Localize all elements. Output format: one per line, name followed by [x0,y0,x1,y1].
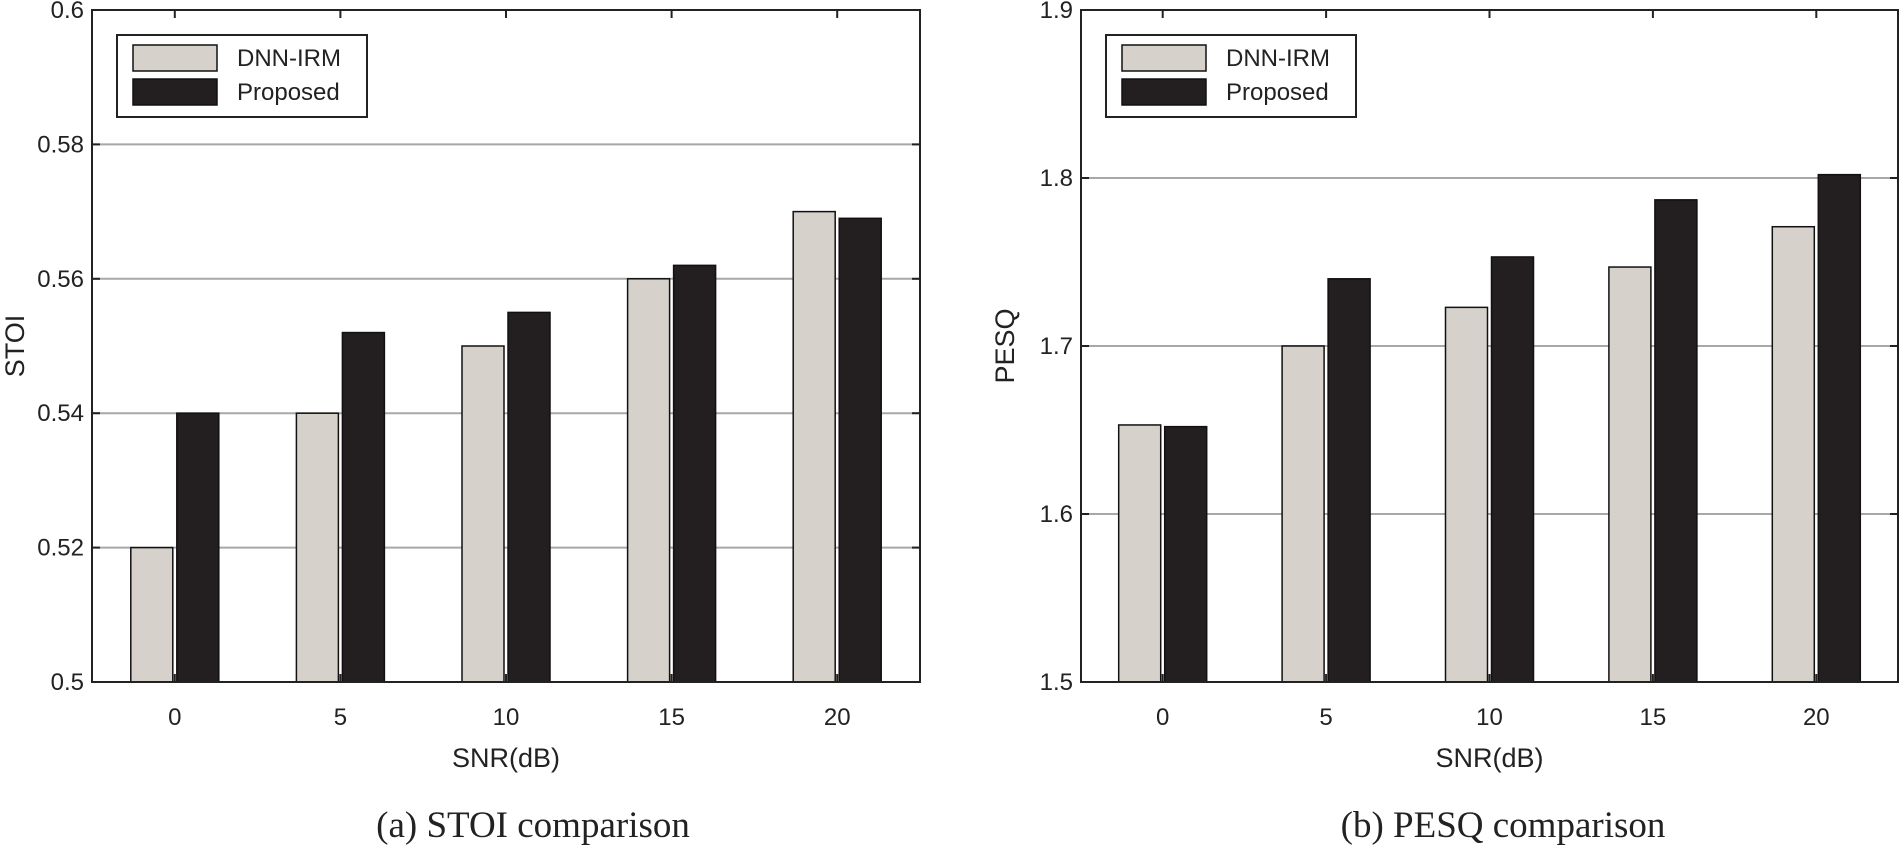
c1-proposed-bar [1163,425,1208,683]
c0-proposed-bar [672,264,717,683]
x-axis-label: SNR(dB) [1435,743,1543,773]
y-axis-label: PESQ [990,308,1020,383]
legend-label: Proposed [1226,79,1329,106]
x-tick-label: 20 [1803,704,1830,731]
x-tick-label: 15 [1640,704,1667,731]
legend-swatch-dnn-irm [132,44,218,72]
c1-proposed-bar [1490,256,1535,683]
y-tick-label: 1.9 [1040,0,1073,24]
legend-label: DNN-IRM [1226,45,1330,72]
y-tick-label: 1.5 [1040,669,1073,696]
c1-dnn-irm-bar [1117,424,1162,683]
c0-proposed-bar [838,217,882,683]
y-tick-label: 1.7 [1040,333,1073,360]
c1-dnn-irm-bar [1281,345,1325,683]
y-tick-label: 1.6 [1040,501,1073,528]
c0-dnn-irm-bar [461,345,505,683]
legend-label: Proposed [237,79,340,106]
c0-dnn-irm-bar [295,412,340,683]
y-axis-label: STOI [0,315,30,378]
c0-proposed-bar [507,311,551,683]
x-tick-label: 0 [1156,704,1169,731]
x-tick-label: 0 [168,704,181,731]
x-tick-label: 5 [1319,704,1332,731]
c1-dnn-irm-bar [1771,225,1816,683]
x-axis-label: SNR(dB) [452,743,560,773]
y-tick-label: 0.5 [51,669,84,696]
x-tick-label: 15 [658,704,685,731]
x-tick-label: 10 [493,704,520,731]
c1-dnn-irm-bar [1444,306,1489,683]
x-tick-label: 20 [824,704,851,731]
c1-proposed-bar [1654,199,1698,683]
x-tick-label: 10 [1476,704,1503,731]
c1-dnn-irm-bar [1608,266,1652,683]
c0-dnn-irm-bar [130,546,174,683]
legend-label: DNN-IRM [237,45,341,72]
x-tick-label: 5 [334,704,347,731]
y-tick-label: 0.54 [37,400,84,427]
c1-proposed-bar [1327,278,1371,683]
c0-proposed-bar [341,331,386,683]
pesq-chart: (b) PESQ comparison 1.5 1.6 1.7 1.8 1.9 0 5 10 1… [990,0,1899,846]
c1-proposed-bar [1817,173,1862,683]
c0-dnn-irm-bar [626,278,671,683]
y-tick-label: 0.58 [37,131,84,158]
c0-dnn-irm-bar [792,210,836,683]
c0-proposed-bar [176,412,220,683]
legend-swatch-proposed [132,78,218,106]
stoi-chart: (a) STOI comparison 0.5 0.52 0.54 0.56 0.58 0… [0,0,921,846]
stoi-caption: (a) STOI comparison [376,805,690,846]
y-tick-label: 0.56 [37,266,84,293]
y-tick-label: 1.8 [1040,165,1073,192]
legend-swatch-dnn-irm [1121,44,1207,72]
y-tick-label: 0.6 [51,0,84,24]
y-tick-label: 0.52 [37,535,84,562]
legend-swatch-proposed [1121,78,1207,106]
pesq-caption: (b) PESQ comparison [1341,805,1666,846]
